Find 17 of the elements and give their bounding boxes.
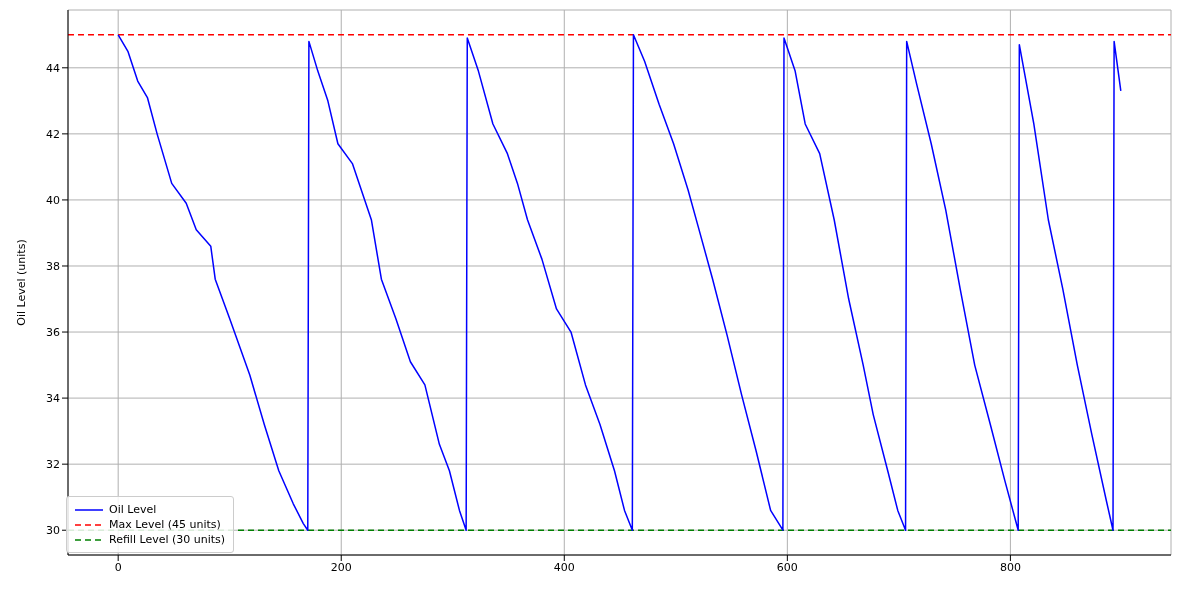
x-tick-label: 0 bbox=[114, 560, 122, 574]
y-tick-label: 44 bbox=[46, 61, 60, 75]
y-tick-label: 42 bbox=[46, 127, 60, 141]
legend-label: Max Level (45 units) bbox=[109, 518, 221, 531]
y-axis-title: Oil Level (units) bbox=[14, 239, 28, 326]
y-tick-label: 38 bbox=[46, 259, 60, 273]
x-tick-label: 800 bbox=[999, 560, 1021, 574]
y-tick-label: 32 bbox=[46, 458, 60, 472]
ref-line-label: Refill Level (30 units) bbox=[109, 533, 226, 546]
y-tick-label: 40 bbox=[46, 193, 60, 207]
y-tick-label: 30 bbox=[46, 524, 60, 538]
y-tick-label: 36 bbox=[46, 325, 60, 339]
x-tick-label: 200 bbox=[330, 560, 352, 574]
x-tick-label: 400 bbox=[553, 560, 575, 574]
legend-label: Oil Level bbox=[109, 503, 157, 516]
x-tick-label: 600 bbox=[776, 560, 798, 574]
y-tick-label: 34 bbox=[46, 392, 60, 406]
